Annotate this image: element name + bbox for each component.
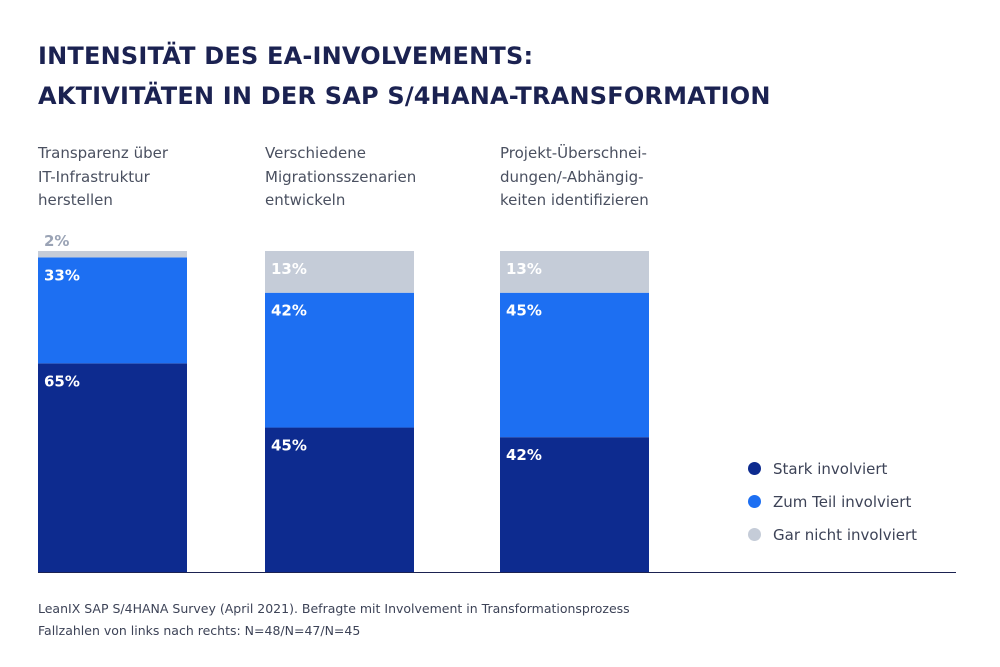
- bar-segment-1-series-2: [38, 257, 187, 364]
- bar-segment-2-series-1: [265, 427, 414, 572]
- legend: Stark involviert Zum Teil involviert Gar…: [748, 452, 917, 551]
- legend-label-zum-teil: Zum Teil involviert: [773, 492, 912, 511]
- category-label-3: Projekt-Überschnei- dungen/-Abhängig- ke…: [500, 144, 649, 209]
- bar-segment-3-series-3: [500, 251, 649, 293]
- data-label-2-series-3: 13%: [271, 260, 307, 278]
- legend-label-stark: Stark involviert: [773, 459, 888, 478]
- bar-segment-2-series-3: [265, 251, 414, 293]
- data-label-1-series-1: 65%: [44, 372, 80, 390]
- source-note: LeanIX SAP S/4HANA Survey (April 2021). …: [38, 598, 630, 642]
- legend-item-gar-nicht: Gar nicht involviert: [748, 518, 917, 551]
- data-label-3-series-1: 42%: [506, 446, 542, 464]
- data-label-2-series-1: 45%: [271, 437, 307, 455]
- category-label-1: Transparenz über IT-Infrastruktur herste…: [38, 144, 168, 209]
- bar-segment-1-series-3: [38, 251, 187, 258]
- bar-segment-2-series-2: [265, 292, 414, 428]
- chart-title: INTENSITÄT DES EA-INVOLVEMENTS: AKTIVITÄ…: [38, 36, 771, 116]
- category-label-2: Verschiedene Migrationsszenarien entwick…: [265, 144, 417, 209]
- data-label-3-series-3: 13%: [506, 260, 542, 278]
- bar-segment-1-series-1: [38, 363, 187, 572]
- bar-segment-3-series-2: [500, 292, 649, 438]
- legend-dot-gar-nicht: [748, 528, 761, 541]
- data-label-3-series-2: 45%: [506, 302, 542, 320]
- legend-label-gar-nicht: Gar nicht involviert: [773, 525, 918, 544]
- legend-item-zum-teil: Zum Teil involviert: [748, 485, 917, 518]
- legend-dot-stark: [748, 462, 761, 475]
- bar-segment-3-series-1: [500, 437, 649, 572]
- source-line-2: Fallzahlen von links nach rechts: N=48/N…: [38, 623, 361, 638]
- legend-item-stark: Stark involviert: [748, 452, 917, 485]
- data-label-1-series-2: 33%: [44, 266, 80, 284]
- source-line-1: LeanIX SAP S/4HANA Survey (April 2021). …: [38, 601, 630, 616]
- chart-title-line-1: INTENSITÄT DES EA-INVOLVEMENTS:: [38, 42, 534, 70]
- chart-title-line-2: AKTIVITÄTEN IN DER SAP S/4HANA-TRANSFORM…: [38, 82, 771, 110]
- data-label-2-series-2: 42%: [271, 302, 307, 320]
- legend-dot-zum-teil: [748, 495, 761, 508]
- data-label-1-series-3: 2%: [44, 232, 69, 250]
